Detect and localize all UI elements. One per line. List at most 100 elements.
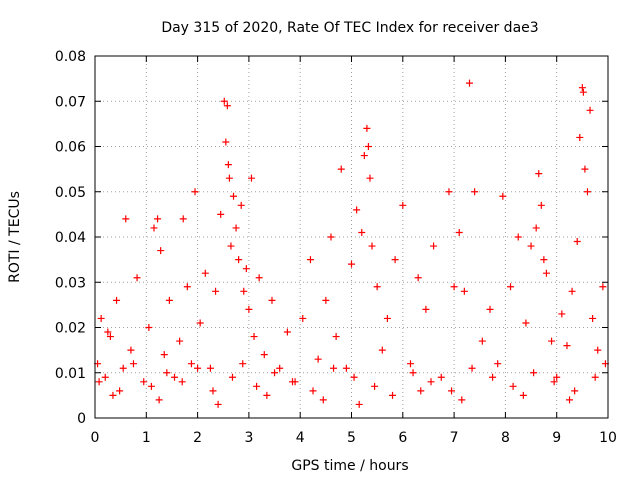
data-point	[486, 305, 494, 313]
data-point	[430, 242, 438, 250]
data-point	[427, 378, 435, 386]
data-point	[589, 314, 597, 322]
data-point	[319, 396, 327, 404]
data-point	[183, 283, 191, 291]
x-tick-label: 3	[244, 430, 253, 446]
data-point	[145, 324, 153, 331]
data-point	[573, 238, 581, 246]
y-tick-label: 0	[77, 411, 86, 427]
data-point	[201, 269, 209, 277]
data-point	[406, 360, 414, 368]
data-point	[571, 387, 579, 395]
data-point	[250, 333, 258, 341]
data-points	[94, 79, 609, 408]
data-point	[599, 283, 607, 291]
data-point	[268, 296, 276, 304]
data-point	[245, 305, 253, 313]
data-point	[119, 364, 127, 372]
data-point	[106, 333, 114, 341]
data-point	[445, 188, 453, 196]
data-point	[579, 88, 587, 96]
data-point	[314, 355, 322, 363]
data-point	[581, 165, 589, 173]
data-point	[160, 351, 168, 359]
data-point	[489, 373, 497, 381]
x-tick-label: 9	[552, 430, 561, 446]
data-point	[214, 400, 222, 408]
x-tick-label: 8	[501, 430, 510, 446]
data-point	[364, 143, 372, 150]
data-point	[368, 242, 376, 250]
data-point	[373, 283, 381, 291]
data-point	[260, 351, 268, 359]
data-point	[223, 102, 231, 110]
data-point	[228, 373, 236, 381]
data-point	[127, 346, 135, 354]
data-point	[217, 210, 225, 218]
data-point	[350, 373, 358, 381]
y-tick-label: 0.06	[55, 140, 86, 156]
data-point	[196, 319, 204, 327]
data-point	[237, 201, 245, 209]
data-point	[240, 287, 248, 295]
data-point	[548, 337, 556, 345]
gridlines	[95, 56, 608, 418]
data-point	[247, 174, 255, 182]
data-point	[147, 382, 155, 390]
data-point	[507, 283, 515, 291]
data-point	[360, 152, 368, 160]
data-point	[330, 364, 338, 372]
data-point	[242, 265, 250, 273]
data-point	[540, 256, 548, 264]
data-point	[363, 124, 371, 132]
data-point	[129, 360, 137, 368]
x-tick-label: 10	[599, 430, 617, 446]
data-point	[239, 360, 247, 368]
x-tick-label: 7	[450, 430, 459, 446]
data-point	[563, 342, 571, 350]
data-point	[101, 373, 109, 381]
data-point	[163, 369, 171, 377]
data-point	[358, 228, 366, 236]
data-point	[576, 133, 584, 141]
data-point	[225, 174, 233, 182]
x-tick-label: 2	[193, 430, 202, 446]
data-point	[537, 201, 545, 209]
data-point	[253, 382, 261, 390]
data-point	[366, 174, 374, 182]
data-point	[104, 328, 112, 336]
y-tick-label: 0.02	[55, 321, 86, 337]
data-point	[271, 369, 279, 377]
data-point	[371, 382, 379, 390]
data-point	[535, 170, 543, 178]
data-point	[299, 314, 307, 322]
data-point	[383, 314, 391, 322]
data-point	[230, 192, 238, 200]
data-point	[206, 364, 214, 372]
data-point	[227, 242, 235, 250]
data-point	[591, 373, 599, 381]
data-point	[417, 387, 425, 395]
data-point	[583, 188, 591, 196]
data-point	[553, 373, 561, 381]
data-point	[194, 364, 202, 372]
data-point	[522, 319, 530, 327]
data-point	[232, 224, 240, 232]
data-point	[519, 391, 527, 399]
data-point	[578, 84, 586, 92]
data-point	[499, 192, 507, 200]
data-point	[422, 305, 430, 313]
data-point	[283, 328, 291, 336]
data-point	[348, 260, 355, 268]
data-point	[171, 373, 179, 381]
data-point	[176, 337, 184, 345]
data-point	[224, 161, 232, 169]
data-point	[306, 256, 314, 264]
data-point	[179, 215, 187, 223]
data-point	[140, 378, 148, 386]
data-point	[332, 333, 340, 341]
data-point	[113, 296, 121, 304]
x-tick-label: 4	[296, 430, 305, 446]
data-point	[353, 206, 361, 214]
